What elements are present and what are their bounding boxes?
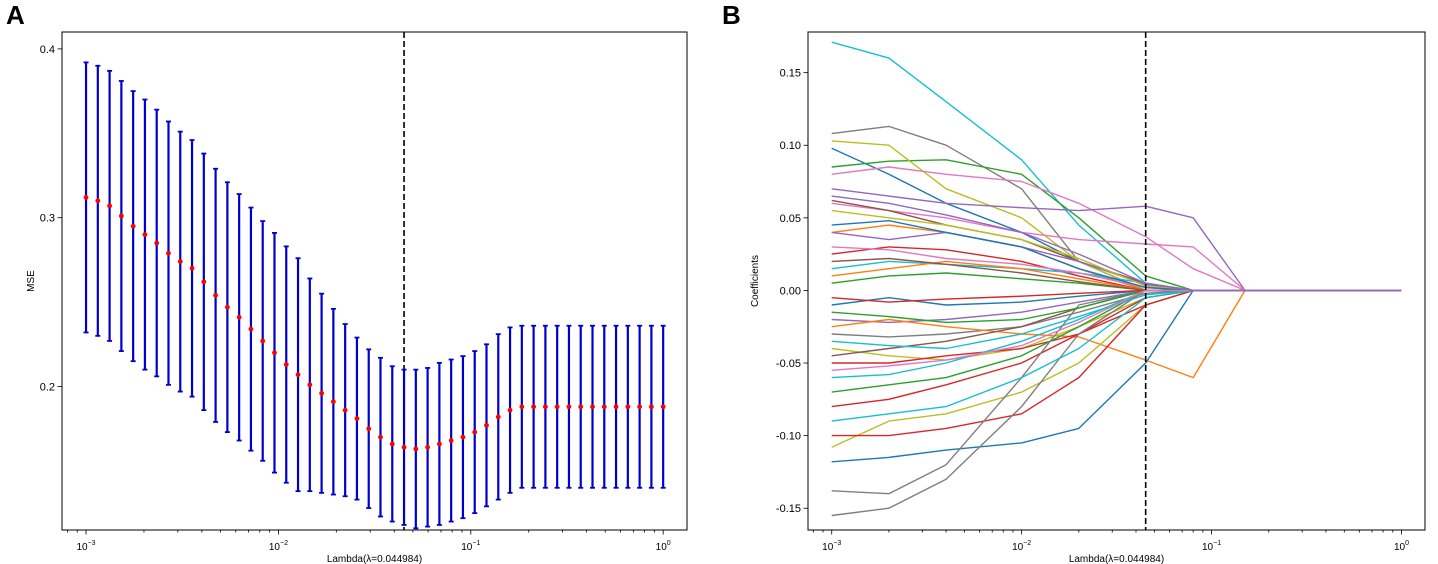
coefficient-lines xyxy=(831,41,1402,517)
mse-point xyxy=(224,304,230,310)
coefficient-path xyxy=(831,289,1402,517)
mse-point xyxy=(601,404,607,410)
x-tick-label: 10−3 xyxy=(822,540,841,553)
y-tick-label: 0.3 xyxy=(40,213,55,225)
plot-frame xyxy=(61,31,688,531)
panel-label-a: A xyxy=(6,0,25,30)
mse-point xyxy=(83,195,89,200)
mse-point xyxy=(342,407,348,413)
mse-point xyxy=(519,404,525,410)
coefficient-path xyxy=(831,289,1402,408)
mse-point xyxy=(189,265,195,271)
coefficient-path xyxy=(831,147,1402,292)
mse-point xyxy=(307,382,313,388)
mse-point xyxy=(613,404,619,410)
mse-point xyxy=(248,326,254,332)
x-tick-label: 10−2 xyxy=(1012,540,1031,553)
coefficient-path xyxy=(831,289,1402,379)
coefficient-path xyxy=(831,289,1402,393)
mse-point xyxy=(366,426,372,432)
mse-point xyxy=(637,404,643,410)
x-axis-label: Lambda(λ=0.044984) xyxy=(327,554,422,564)
mse-point xyxy=(319,390,325,396)
mse-point xyxy=(507,407,513,413)
mse-point xyxy=(130,223,136,229)
mse-point xyxy=(413,446,419,452)
coefficient-path xyxy=(831,202,1402,292)
x-axis-label: Lambda(λ=0.044984) xyxy=(1069,554,1164,564)
mse-point xyxy=(566,404,572,410)
y-tick-label: 0.10 xyxy=(780,140,801,152)
y-axis-label: MSE xyxy=(26,270,37,292)
mse-point xyxy=(142,232,148,237)
y-tick-label: -0.10 xyxy=(776,431,801,443)
x-tick-label: 10−1 xyxy=(1202,540,1221,553)
mse-point xyxy=(554,404,560,410)
mse-point xyxy=(354,416,360,421)
coefficient-path xyxy=(831,195,1402,292)
mse-point xyxy=(448,438,454,443)
panel-label-b: B xyxy=(722,0,741,30)
mse-point xyxy=(330,399,336,405)
coefficient-path xyxy=(831,188,1402,292)
mse-point xyxy=(272,350,277,356)
mse-point xyxy=(425,444,431,450)
y-tick-label: 0.2 xyxy=(40,382,55,394)
mse-point xyxy=(542,404,548,410)
mse-point xyxy=(201,279,207,285)
mse-point xyxy=(166,250,171,256)
mse-point xyxy=(484,422,489,428)
mse-point xyxy=(660,404,666,410)
mse-point xyxy=(95,198,101,204)
mse-point xyxy=(283,362,289,367)
mse-point xyxy=(295,372,301,378)
y-tick-label: 0.4 xyxy=(40,44,55,56)
mse-point xyxy=(495,414,501,420)
y-tick-label: 0.00 xyxy=(780,285,801,297)
coefficient-path xyxy=(831,140,1402,292)
plot-frame xyxy=(807,31,1426,531)
mse-point xyxy=(531,404,537,410)
mse-point xyxy=(401,444,407,450)
mse-point xyxy=(378,434,383,440)
mse-point xyxy=(107,203,112,209)
mse-point xyxy=(236,314,242,320)
mse-point xyxy=(648,404,654,410)
y-tick-label: 0.05 xyxy=(780,213,801,225)
mse-point xyxy=(154,240,160,246)
x-tick-label: 10−3 xyxy=(76,540,95,553)
mse-point xyxy=(472,429,478,435)
mse-point xyxy=(460,434,466,440)
y-tick-label: -0.05 xyxy=(776,358,801,370)
y-axis-label: Coefficients xyxy=(750,255,761,307)
y-tick-label: -0.15 xyxy=(776,503,801,515)
coefficient-path-chart: 10−3 10−2 10−1 100 0.15 0.10 0.05 0.00 -0.05 -0.1… xyxy=(750,31,1426,564)
mse-point xyxy=(436,441,442,447)
mse-point xyxy=(625,404,631,410)
x-tick-label: 100 xyxy=(1394,540,1409,553)
coefficient-path xyxy=(831,289,1402,463)
mse-point xyxy=(590,404,595,410)
x-tick-label: 10−2 xyxy=(269,540,288,553)
mse-point xyxy=(118,213,124,219)
coefficient-path xyxy=(831,166,1402,292)
coefficient-path xyxy=(831,289,1402,379)
mse-point xyxy=(578,404,584,410)
coefficient-path xyxy=(831,219,1402,292)
x-tick-label: 10−1 xyxy=(461,540,480,553)
x-tick-label: 100 xyxy=(656,540,671,553)
mse-point xyxy=(260,338,266,344)
y-tick-label: 0.15 xyxy=(780,68,801,80)
mse-point xyxy=(389,441,395,447)
mse-errorbar-chart: 10−3 10−2 10−1 100 0.2 0.3 0.4 Lambda(λ=0.04498… xyxy=(26,31,688,564)
mse-point xyxy=(177,259,183,264)
mse-point xyxy=(213,292,218,298)
